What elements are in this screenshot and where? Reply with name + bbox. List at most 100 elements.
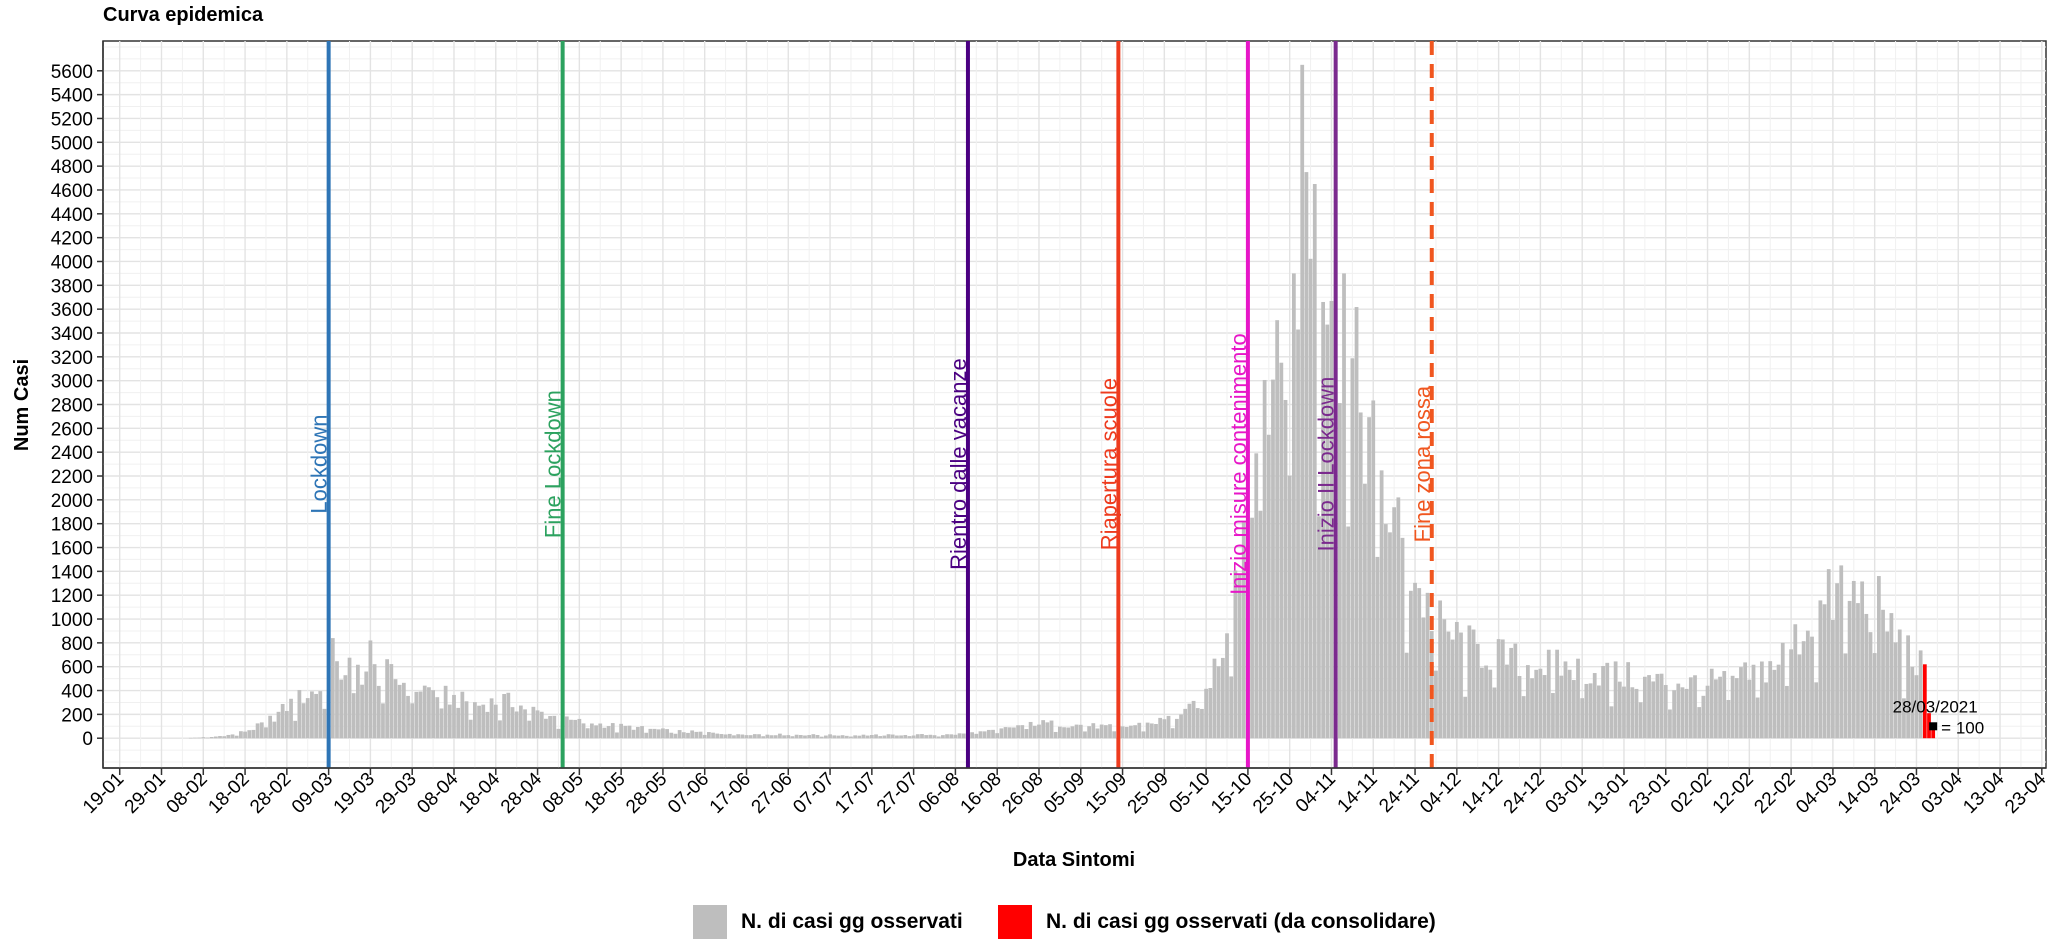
bar-observed	[652, 728, 657, 739]
x-tick-label: 02-02	[1667, 769, 1716, 818]
bar-observed	[1617, 681, 1622, 739]
bar-observed	[878, 736, 883, 739]
bar-observed	[606, 726, 611, 739]
bar-observed	[953, 734, 958, 739]
bar-observed	[1571, 680, 1576, 739]
x-tick-label: 14-11	[1334, 769, 1382, 817]
bar-observed	[364, 671, 369, 739]
epidemic-curve-chart: Lockdown Fine Lockdown Rientro dalle vacan…	[11, 40, 2051, 871]
bar-observed	[514, 711, 519, 739]
bar-observed	[702, 734, 707, 739]
y-tick-label: 1000	[51, 610, 93, 631]
bar-observed	[1764, 682, 1768, 739]
bar-observed	[1647, 675, 1651, 739]
bar-observed	[1676, 683, 1681, 739]
bar-observed	[234, 735, 239, 739]
bar-observed	[502, 693, 507, 739]
bar-observed	[1007, 727, 1012, 739]
bar-observed	[1576, 658, 1580, 739]
y-tick-label: 5000	[51, 133, 93, 154]
bar-observed	[259, 722, 264, 739]
bar-observed	[1480, 667, 1484, 739]
bar-observed	[999, 728, 1004, 739]
x-tick-label: 17-07	[831, 769, 880, 818]
bar-observed	[452, 694, 456, 739]
bar-observed	[410, 703, 415, 739]
bar-observed	[1605, 662, 1610, 739]
bar-observed	[1651, 681, 1656, 739]
bar-observed	[427, 687, 431, 739]
bar-observed	[932, 735, 937, 739]
x-tick-label: 24-12	[1500, 769, 1549, 818]
bar-observed	[924, 735, 929, 739]
bar-observed	[1446, 631, 1451, 739]
bar-observed	[1534, 669, 1539, 739]
bar-observed	[506, 692, 511, 739]
y-tick-label: 0	[82, 729, 93, 750]
bar-observed	[686, 732, 690, 739]
bar-observed	[485, 711, 490, 739]
bar-observed	[280, 703, 285, 739]
bar-observed	[640, 726, 644, 739]
bar-observed	[1425, 592, 1430, 739]
bar-observed	[1835, 583, 1839, 739]
bar-observed	[1028, 721, 1033, 739]
event-line-label: Rientro dalle vacanze	[946, 358, 971, 570]
bar-observed	[723, 734, 728, 739]
bar-observed	[886, 734, 891, 739]
x-tick-label: 04-12	[1416, 769, 1465, 818]
bar-observed	[1200, 708, 1204, 739]
bar-observed	[665, 729, 669, 739]
bar-observed	[1906, 635, 1910, 739]
bar-observed	[1049, 720, 1054, 739]
bar-observed	[1308, 258, 1313, 739]
bar-observed	[1810, 636, 1814, 739]
bar-observed	[707, 732, 711, 739]
bar-observed	[1626, 662, 1631, 739]
bar-observed	[368, 640, 373, 739]
bar-observed	[1283, 399, 1288, 739]
bar-observed	[1212, 658, 1217, 739]
bar-observed	[1488, 669, 1493, 739]
bar-observed	[1396, 497, 1401, 739]
bar-observed	[477, 705, 481, 739]
bar-observed	[1434, 670, 1438, 739]
bar-observed	[610, 723, 615, 739]
bar-observed	[1241, 522, 1246, 739]
bar-observed	[1103, 725, 1108, 739]
bar-observed	[815, 735, 820, 739]
bar-observed	[970, 732, 975, 739]
y-tick-label: 4200	[51, 229, 93, 250]
bar-observed	[1037, 724, 1041, 739]
x-tick-label: 14-12	[1458, 769, 1507, 818]
bar-observed	[761, 736, 766, 739]
bar-observed	[552, 715, 557, 739]
bar-observed	[1208, 688, 1213, 739]
x-tick-label: 24-03	[1876, 769, 1925, 818]
annotation: 28/03/2021 = 100	[1893, 697, 1985, 737]
bar-observed	[594, 725, 598, 739]
bar-observed	[1839, 565, 1844, 739]
bar-observed	[1003, 727, 1008, 739]
y-tick-label: 4000	[51, 252, 93, 273]
bar-observed	[1885, 631, 1890, 739]
bar-observed	[544, 718, 548, 739]
bar-observed	[769, 735, 774, 739]
bar-observed	[1684, 688, 1689, 739]
bar-observed	[293, 720, 298, 739]
bar-observed	[310, 691, 314, 739]
bar-observed	[1772, 669, 1777, 739]
bar-observed	[1388, 532, 1392, 739]
bar-observed	[1375, 556, 1380, 739]
bar-observed	[1166, 715, 1171, 739]
bar-observed	[590, 723, 594, 739]
bar-observed	[752, 734, 757, 739]
bar-observed	[681, 732, 686, 739]
bar-observed	[389, 664, 394, 739]
x-tick-label: 24-11	[1375, 769, 1423, 817]
bar-observed	[727, 733, 732, 739]
bar-observed	[1463, 696, 1468, 739]
x-tick-label: 19-01	[79, 769, 128, 818]
bar-observed	[1216, 666, 1221, 739]
bar-observed	[1321, 301, 1326, 739]
